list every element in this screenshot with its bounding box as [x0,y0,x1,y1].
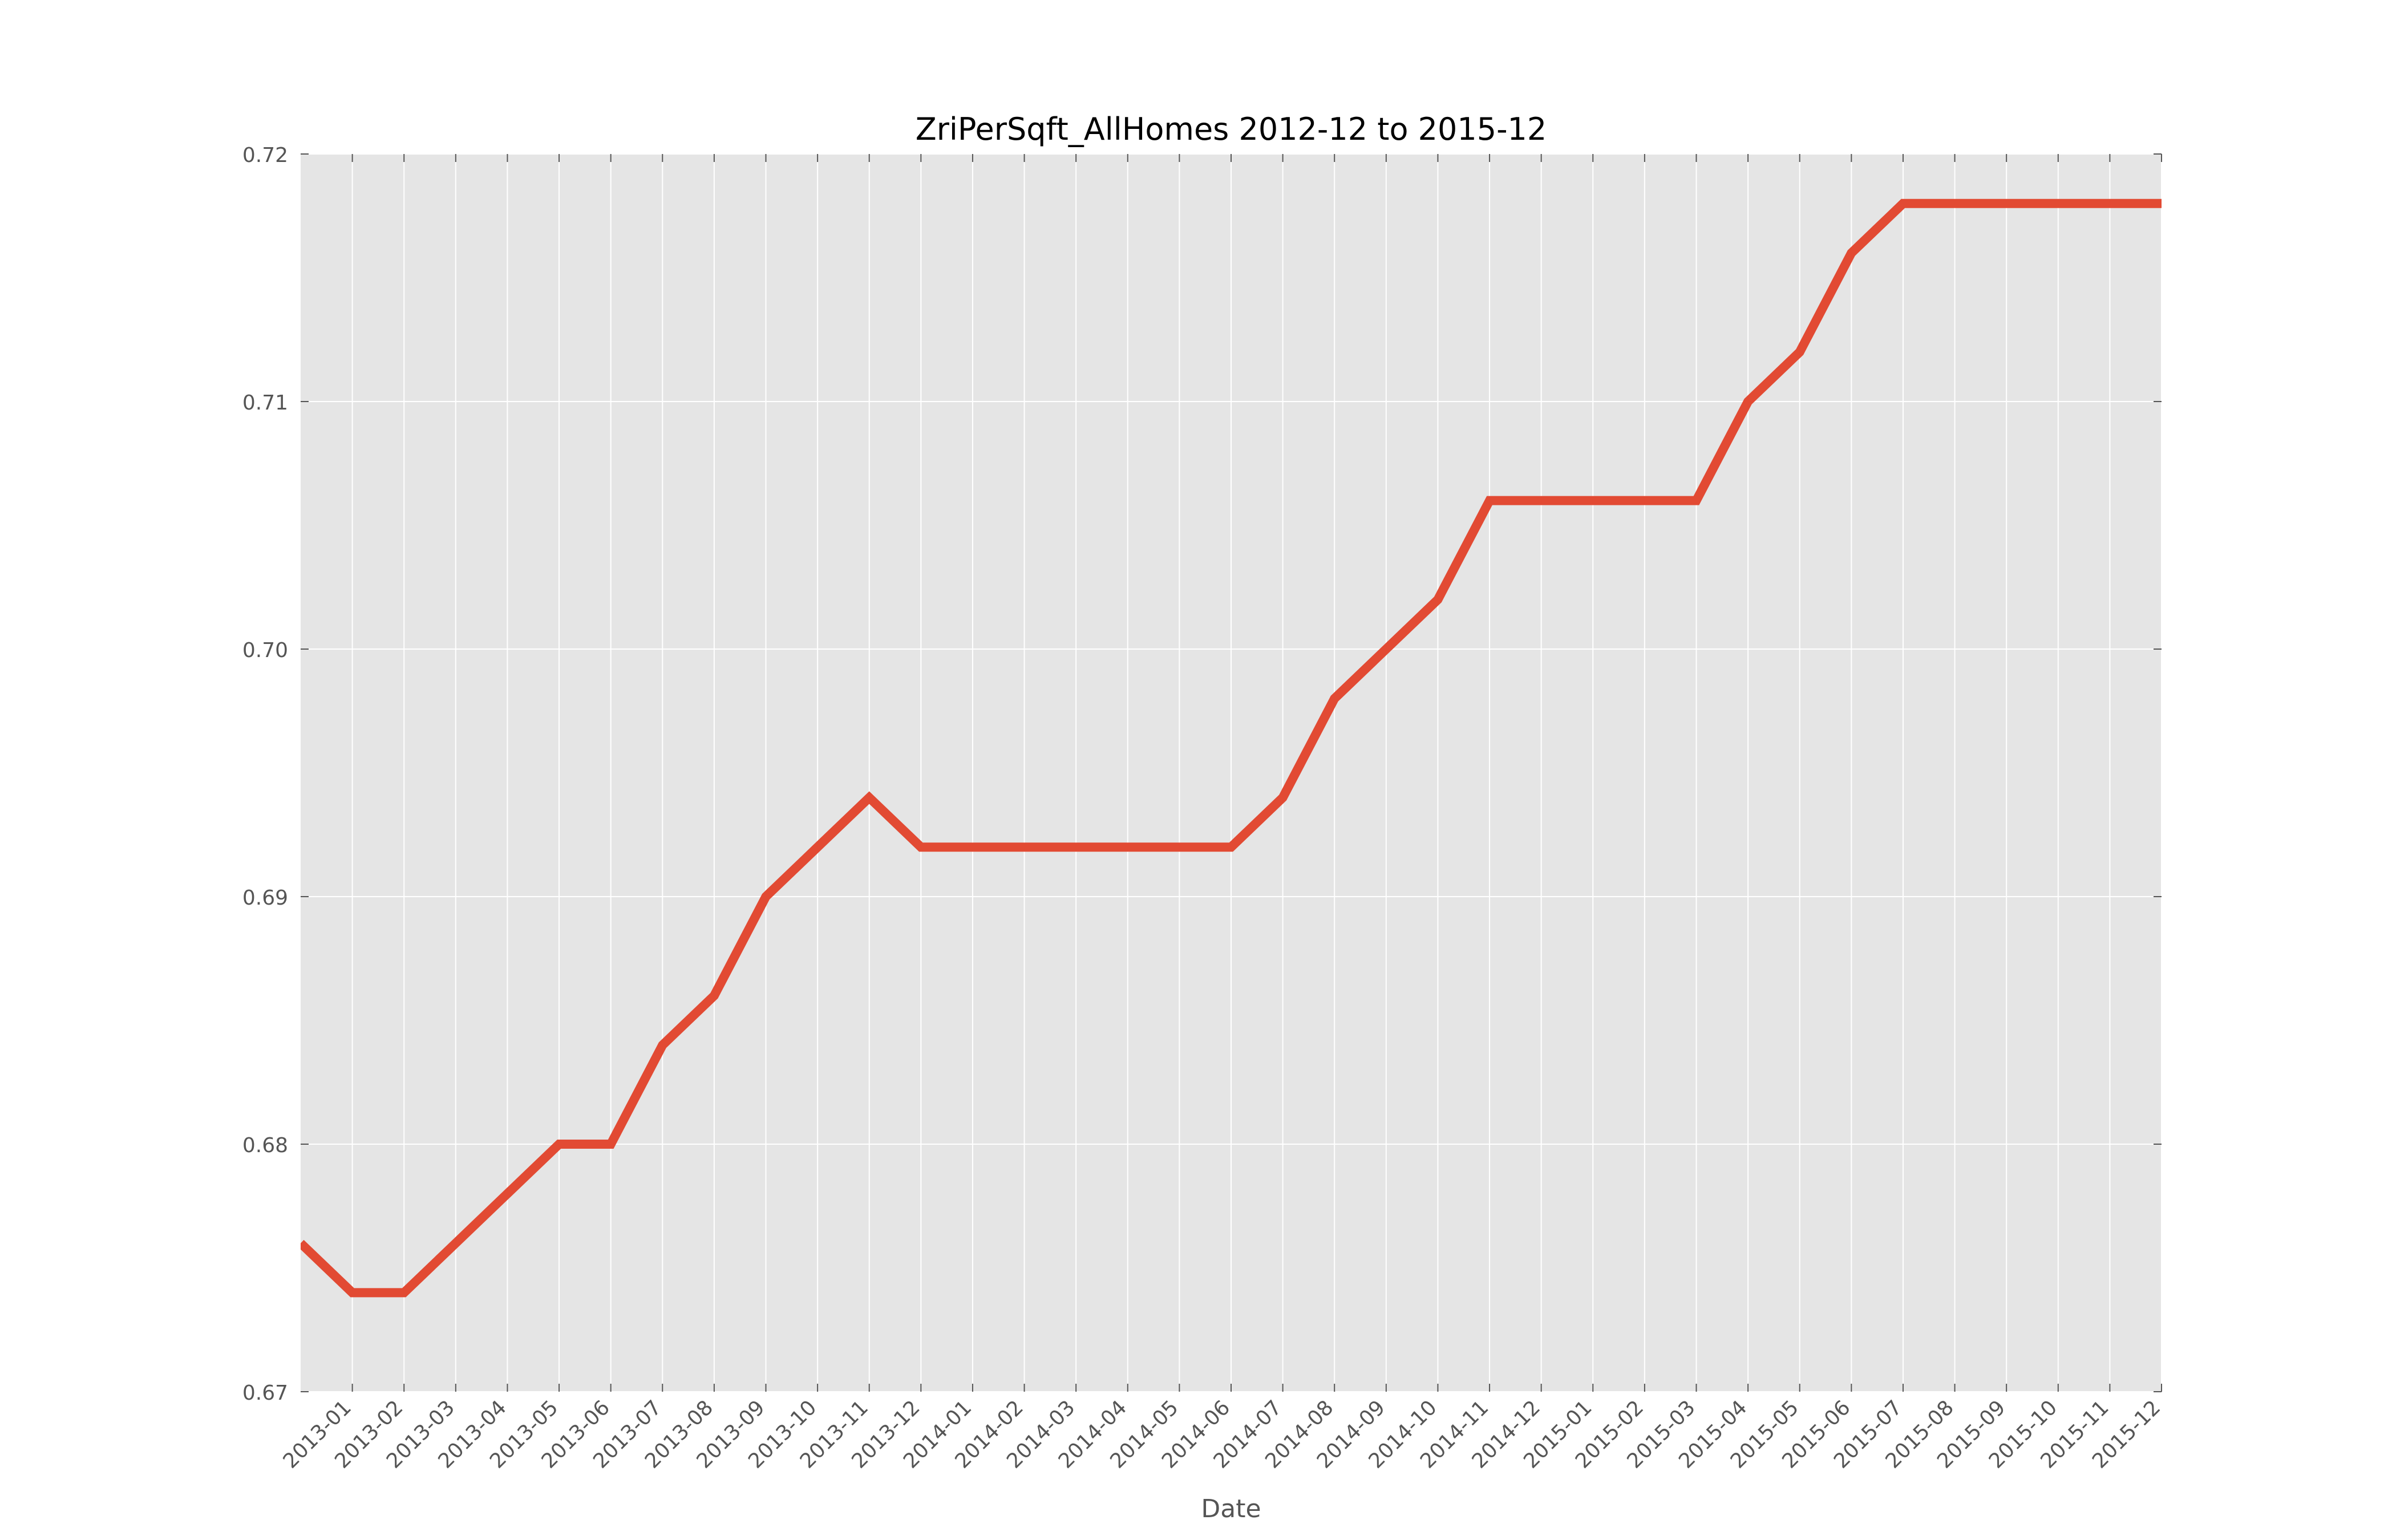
y-tick-labels: 0.67 0.68 0.69 0.70 0.71 0.72 [242,144,288,1405]
y-tick-label: 0.71 [242,391,288,415]
x-tick-labels: 2013-012013-022013-032013-042013-052013-… [279,1396,2166,1473]
chart-title: ZriPerSqft_AllHomes 2012-12 to 2015-12 [916,111,1547,147]
y-tick-label: 0.72 [242,144,288,167]
y-tick-label: 0.70 [242,639,288,662]
x-axis-label: Date [1201,1494,1261,1523]
series-line [301,198,2162,1298]
y-tick-label: 0.68 [242,1134,288,1157]
grid-lines [301,153,2162,1392]
series-group [301,198,2162,1298]
y-tick-label: 0.67 [242,1381,288,1405]
y-tick-label: 0.69 [242,886,288,910]
axis-ticks [301,153,2162,1392]
